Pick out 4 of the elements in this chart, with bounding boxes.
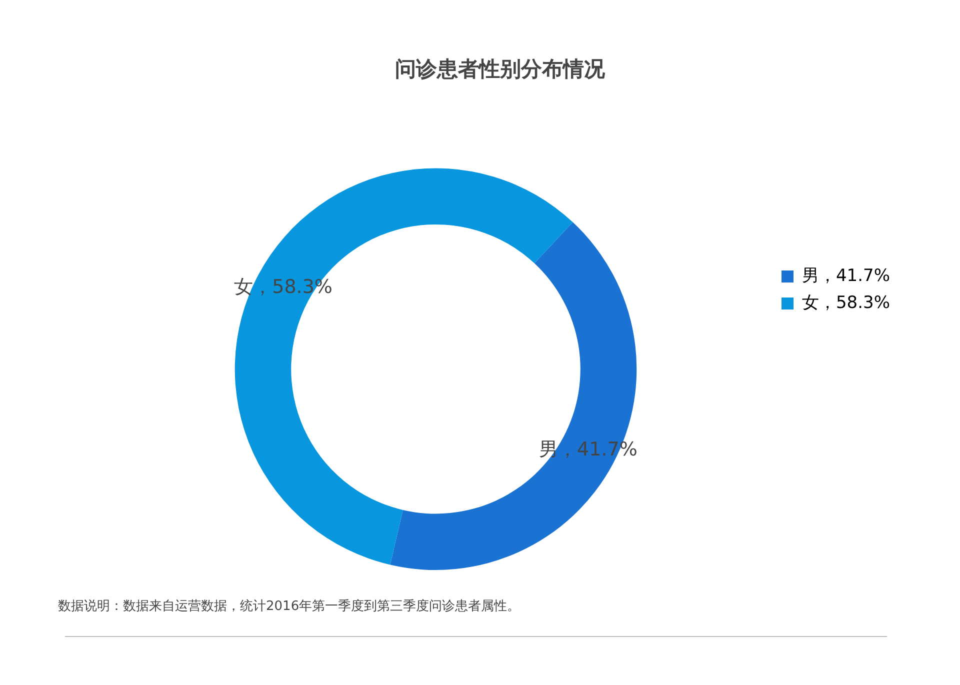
text: 数据说明：数据来自运营数据，统计2016年第一季度到第三季度问诊患者属性。 [58, 598, 520, 615]
chart-title: 问诊患者性别分布情况 [395, 57, 606, 82]
legend-label: 男，41.7% [802, 266, 890, 286]
legend-label: 女，58.3% [802, 292, 890, 313]
